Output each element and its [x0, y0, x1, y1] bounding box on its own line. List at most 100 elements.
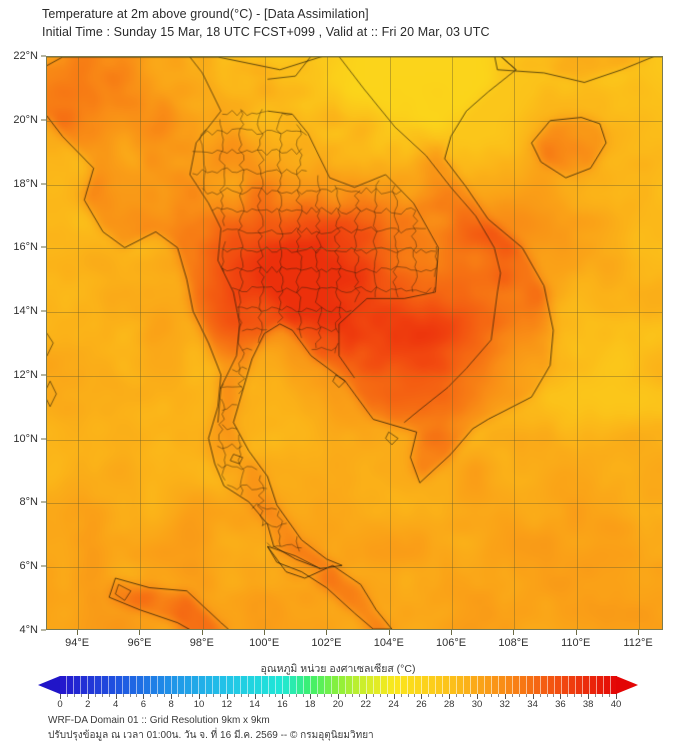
colorbar-minor-tick [539, 694, 541, 697]
y-axis-tick [41, 629, 46, 631]
temperature-map[interactable] [46, 56, 663, 630]
colorbar-minor-tick [442, 694, 444, 697]
colorbar-swatch [150, 676, 158, 694]
colorbar-minor-tick [275, 694, 277, 697]
colorbar-swatch [73, 676, 81, 694]
colorbar-minor-tick [296, 694, 298, 697]
colorbar-swatch [122, 676, 130, 694]
y-axis-tick-label: 10°N [13, 432, 38, 445]
colorbar-swatch [213, 676, 221, 694]
x-axis-tick [638, 630, 640, 635]
colorbar-swatch [143, 676, 151, 694]
colorbar-swatch [450, 676, 458, 694]
x-axis-tick [201, 630, 203, 635]
x-axis-tick-label: 94°E [65, 637, 90, 649]
colorbar-swatch [269, 676, 277, 694]
colorbar-tick-label: 24 [388, 699, 399, 710]
x-axis-tick [451, 630, 453, 635]
colorbar-minor-tick [205, 694, 207, 697]
colorbar-major-tick [477, 694, 478, 699]
colorbar-swatch [506, 676, 513, 694]
colorbar-swatch [408, 676, 416, 694]
colorbar-minor-tick [386, 694, 388, 697]
y-axis-tick-label: 22°N [13, 50, 38, 62]
x-axis-tick-label: 96°E [127, 637, 152, 649]
colorbar [38, 676, 638, 694]
colorbar-swatch [575, 676, 583, 694]
colorbar-minor-tick [212, 694, 214, 697]
colorbar-tick-label: 34 [527, 699, 538, 710]
colorbar-minor-tick [525, 694, 527, 697]
colorbar-minor-tick [324, 694, 326, 697]
x-axis-tick [388, 630, 390, 635]
colorbar-swatch [157, 676, 165, 694]
colorbar-swatch [324, 676, 332, 694]
x-axis-tick-label: 112°E [623, 637, 653, 649]
x-axis-tick [264, 630, 266, 635]
colorbar-minor-tick [136, 694, 138, 697]
colorbar-tick-label: 30 [471, 699, 483, 710]
colorbar-minor-tick [192, 694, 194, 697]
colorbar-swatch [108, 676, 116, 694]
colorbar-swatch [296, 676, 304, 694]
colorbar-swatch [485, 676, 493, 694]
colorbar-minor-tick [157, 694, 159, 697]
x-axis-tick [139, 630, 141, 635]
colorbar-major-tick [115, 694, 117, 699]
colorbar-major-tick [310, 694, 312, 699]
colorbar-swatch [387, 676, 395, 694]
colorbar-swatch [457, 676, 465, 694]
colorbar-major-tick [226, 694, 228, 699]
colorbar-minor-tick [463, 694, 465, 697]
y-axis-tick [41, 565, 46, 567]
colorbar-swatch [192, 676, 200, 694]
colorbar-swatch [129, 676, 137, 694]
colorbar-title: อุณหภูมิ หน่วย องศาเซลเซียส (°C) [260, 663, 416, 675]
colorbar-swatch [171, 676, 179, 694]
colorbar-tick-label: 36 [555, 699, 566, 710]
colorbar-swatch [220, 676, 228, 694]
colorbar-tick-label: 4 [112, 699, 119, 710]
colorbar-minor-tick [414, 694, 416, 697]
colorbar-swatch [283, 676, 290, 694]
y-axis-tick-label: 8°N [19, 496, 38, 509]
colorbar-minor-tick [518, 694, 520, 697]
colorbar-swatch [115, 676, 123, 694]
page-subtitle: Initial Time : Sunday 15 Mar, 18 UTC FCS… [42, 25, 490, 39]
colorbar-swatch [499, 676, 506, 694]
colorbar-swatch [512, 676, 520, 694]
colorbar-major-tick [532, 694, 534, 699]
colorbar-minor-tick [261, 694, 263, 697]
colorbar-swatch [255, 676, 263, 694]
colorbar-major-tick [504, 694, 506, 699]
colorbar-block: อุณหภูมิ หน่วย องศาเซลเซียส (°C) 0 2 4 6 8 10… [0, 660, 676, 710]
colorbar-swatch [533, 676, 541, 694]
colorbar-minor-tick [602, 694, 604, 697]
colorbar-major-tick [560, 694, 562, 699]
colorbar-minor-tick [490, 694, 492, 697]
colorbar-swatch [464, 676, 472, 694]
colorbar-minor-tick [351, 694, 353, 697]
footer-credit: ปรับปรุงข้อมูล ณ เวลา 01:00น. วัน จ. ที่… [48, 730, 374, 741]
colorbar-swatch [589, 676, 597, 694]
colorbar-major-tick [421, 694, 423, 699]
x-axis-tick [513, 630, 515, 635]
colorbar-minor-tick [94, 694, 96, 697]
colorbar-swatch [540, 676, 548, 694]
colorbar-swatch [94, 676, 102, 694]
colorbar-swatch [80, 676, 88, 694]
colorbar-minor-tick [609, 694, 611, 697]
colorbar-swatch [227, 676, 235, 694]
y-axis-tick [41, 374, 46, 376]
colorbar-swatch [415, 676, 423, 694]
colorbar-minor-tick [150, 694, 152, 697]
y-axis-tick [41, 438, 46, 440]
x-axis-tick [575, 630, 577, 635]
colorbar-swatch [429, 676, 437, 694]
footer-block: WRF-DA Domain 01 :: Grid Resolution 9km … [48, 713, 648, 743]
y-axis-tick-label: 20°N [13, 113, 38, 126]
colorbar-minor-tick [567, 694, 569, 697]
colorbar-swatch [276, 676, 283, 694]
colorbar-swatch [317, 676, 325, 694]
